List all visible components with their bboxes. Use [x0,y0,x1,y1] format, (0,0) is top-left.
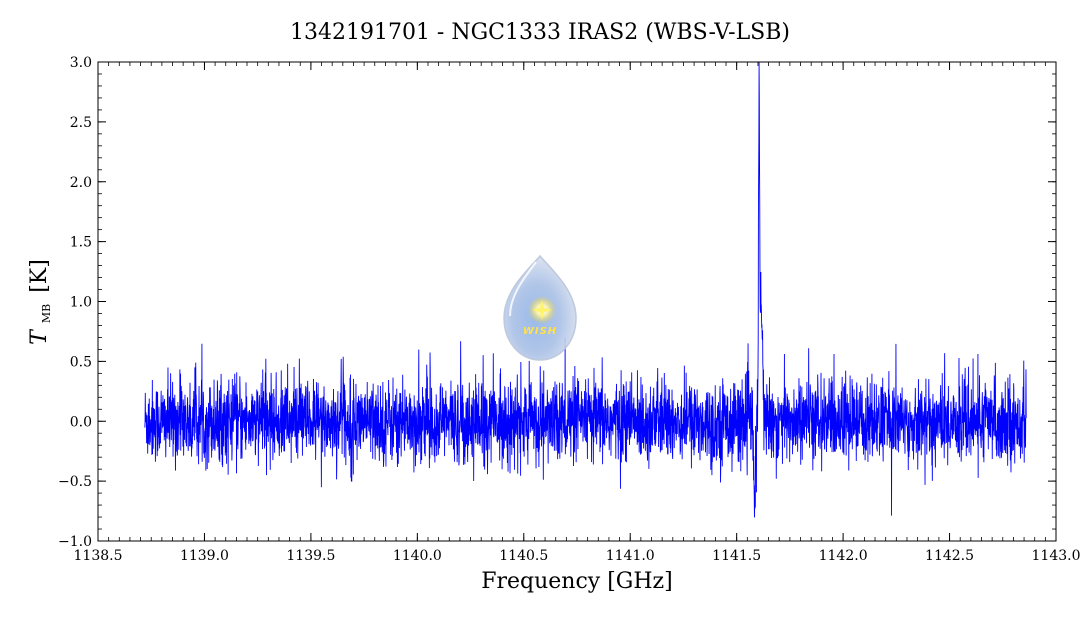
y-axis-label-main: T [27,328,52,345]
x-tick-label: 1141.0 [606,548,655,564]
series-group [144,61,1027,518]
x-tick-label: 1140.5 [499,548,548,564]
y-tick-label: 1.0 [70,295,92,311]
y-axis-label: T MB [K] [27,259,56,345]
x-tick-label: 1140.0 [393,548,442,564]
svg-text:T MB [K]: T MB [K] [27,259,56,345]
y-tick-label: 0.5 [70,354,92,370]
x-tick-label: 1139.0 [180,548,229,564]
y-axis-label-sub: MB [40,304,53,323]
y-tick-label: 0.0 [70,414,92,430]
y-axis-label-unit: [K] [27,259,52,293]
x-tick-label: 1143.0 [1032,548,1080,564]
y-tick-label: 1.5 [70,235,92,251]
x-tick-label: 1141.5 [712,548,761,564]
x-axis-label: Frequency [GHz] [481,569,673,594]
x-axis-ticks: 1138.5 1139.0 1139.5 1140.0 1140.5 1141.0 1141… [74,62,1080,564]
y-axis-ticks: −1.0 −0.5 0.0 0.5 1.0 1.5 2.0 2.5 3.0 [58,55,1056,550]
x-tick-label: 1139.5 [286,548,335,564]
x-tick-label: 1142.0 [819,548,868,564]
y-tick-label: −1.0 [58,534,92,550]
y-tick-label: 3.0 [70,55,92,71]
y-tick-label: −0.5 [58,474,92,490]
y-tick-label: 2.5 [70,115,92,131]
spectrum-line [144,61,1027,518]
x-tick-label: 1142.5 [925,548,974,564]
water-drop-logo: WISH [503,254,577,361]
plot-frame [97,61,1057,542]
chart-title: 1342191701 - NGC1333 IRAS2 (WBS-V-LSB) [290,20,790,45]
logo-label: WISH [523,326,557,337]
y-tick-label: 2.0 [70,175,92,191]
x-tick-label: 1138.5 [74,548,123,564]
